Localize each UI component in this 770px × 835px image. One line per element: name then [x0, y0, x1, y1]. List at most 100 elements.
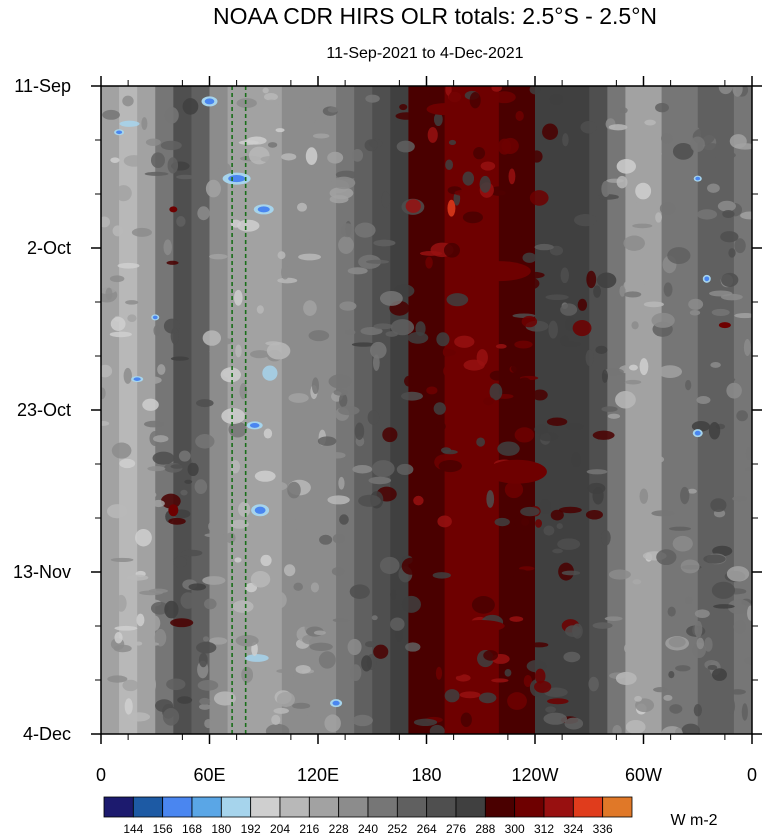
- olr-blob: [230, 219, 242, 228]
- olr-blob: [744, 467, 752, 472]
- colorbar-label: 144: [123, 822, 143, 835]
- olr-blob: [266, 342, 291, 360]
- convective-core: [254, 506, 266, 514]
- olr-blob: [233, 289, 243, 306]
- colorbar-swatch: [602, 796, 633, 818]
- olr-blob: [446, 293, 469, 307]
- olr-blob: [603, 368, 624, 376]
- olr-blob: [338, 393, 348, 408]
- olr-blob: [263, 428, 273, 439]
- olr-blob: [369, 341, 387, 359]
- olr-blob: [344, 329, 356, 336]
- convective-core: [257, 206, 270, 213]
- olr-blob: [152, 499, 165, 508]
- olr-blob: [209, 637, 228, 645]
- olr-blob: [263, 92, 278, 101]
- olr-blob: [558, 506, 582, 514]
- olr-band: [119, 86, 138, 734]
- olr-blob: [478, 692, 497, 704]
- olr-anomaly-blobs: [101, 86, 752, 734]
- olr-blob: [145, 491, 157, 499]
- olr-blob: [513, 569, 529, 580]
- olr-blob: [160, 493, 181, 509]
- olr-blob: [110, 316, 126, 331]
- olr-blob: [225, 532, 236, 544]
- olr-blob: [331, 566, 345, 576]
- dry-patch: [169, 206, 178, 213]
- olr-blob: [427, 127, 438, 143]
- convective-core: [152, 315, 158, 320]
- olr-blob: [429, 724, 445, 734]
- olr-blob: [444, 475, 459, 487]
- olr-blob: [373, 644, 389, 659]
- olr-blob: [166, 678, 186, 691]
- olr-blob: [390, 617, 405, 631]
- olr-blob: [615, 391, 636, 409]
- olr-blob: [202, 330, 222, 346]
- colorbar-swatch: [484, 796, 516, 818]
- olr-blob: [109, 275, 125, 283]
- olr-band: [299, 86, 319, 734]
- olr-blob: [645, 240, 655, 247]
- colorbar-swatch: [220, 796, 252, 818]
- olr-blob: [124, 698, 133, 715]
- colorbar-label: 156: [153, 822, 173, 835]
- olr-blob: [643, 301, 664, 308]
- olr-blob: [462, 171, 475, 186]
- colorbar-swatch: [426, 796, 457, 818]
- olr-band: [354, 86, 373, 734]
- olr-blob: [319, 534, 333, 545]
- olr-band: [697, 86, 717, 734]
- olr-blob: [720, 293, 743, 301]
- olr-blob: [623, 278, 645, 293]
- olr-blob: [198, 652, 208, 668]
- olr-blob: [250, 570, 271, 588]
- olr-blob: [619, 107, 628, 114]
- olr-blob: [354, 222, 376, 238]
- olr-blob: [648, 455, 665, 464]
- olr-blob: [147, 615, 161, 632]
- olr-blob: [681, 723, 701, 734]
- olr-blob: [529, 86, 541, 95]
- y-tick-label: 2-Oct: [27, 238, 71, 258]
- olr-blob: [101, 216, 111, 228]
- olr-blob: [364, 641, 376, 648]
- olr-blob: [390, 319, 415, 336]
- colorbar-swatch: [162, 796, 193, 818]
- olr-blob: [196, 399, 214, 408]
- olr-blob: [313, 630, 326, 636]
- olr-blob: [483, 650, 499, 661]
- olr-blob: [262, 365, 278, 381]
- olr-blob: [462, 211, 483, 224]
- olr-blob: [696, 637, 705, 650]
- olr-blob: [101, 554, 113, 560]
- olr-blob: [329, 186, 354, 200]
- olr-blob: [651, 510, 675, 517]
- olr-blob: [592, 487, 604, 505]
- olr-blob: [105, 287, 113, 300]
- olr-blob: [395, 112, 418, 120]
- olr-blob: [257, 549, 278, 555]
- olr-blob: [138, 641, 160, 647]
- olr-band: [480, 86, 500, 734]
- olr-blob: [508, 401, 516, 410]
- olr-blob: [204, 533, 225, 538]
- olr-blob: [368, 476, 392, 485]
- olr-blob: [164, 106, 179, 124]
- olr-blob: [693, 704, 702, 717]
- olr-blob: [668, 671, 675, 679]
- olr-blob: [547, 698, 569, 705]
- olr-blob: [395, 627, 404, 643]
- olr-blob: [668, 526, 692, 531]
- olr-blob: [489, 383, 503, 401]
- olr-blob: [675, 665, 691, 672]
- colorbar-label: 228: [329, 822, 349, 835]
- olr-blob: [152, 451, 175, 465]
- olr-blob: [504, 481, 524, 499]
- olr-blob: [628, 364, 638, 371]
- olr-blob: [445, 159, 454, 171]
- olr-blob: [367, 410, 380, 425]
- olr-blob: [196, 641, 217, 654]
- olr-blob: [501, 569, 512, 581]
